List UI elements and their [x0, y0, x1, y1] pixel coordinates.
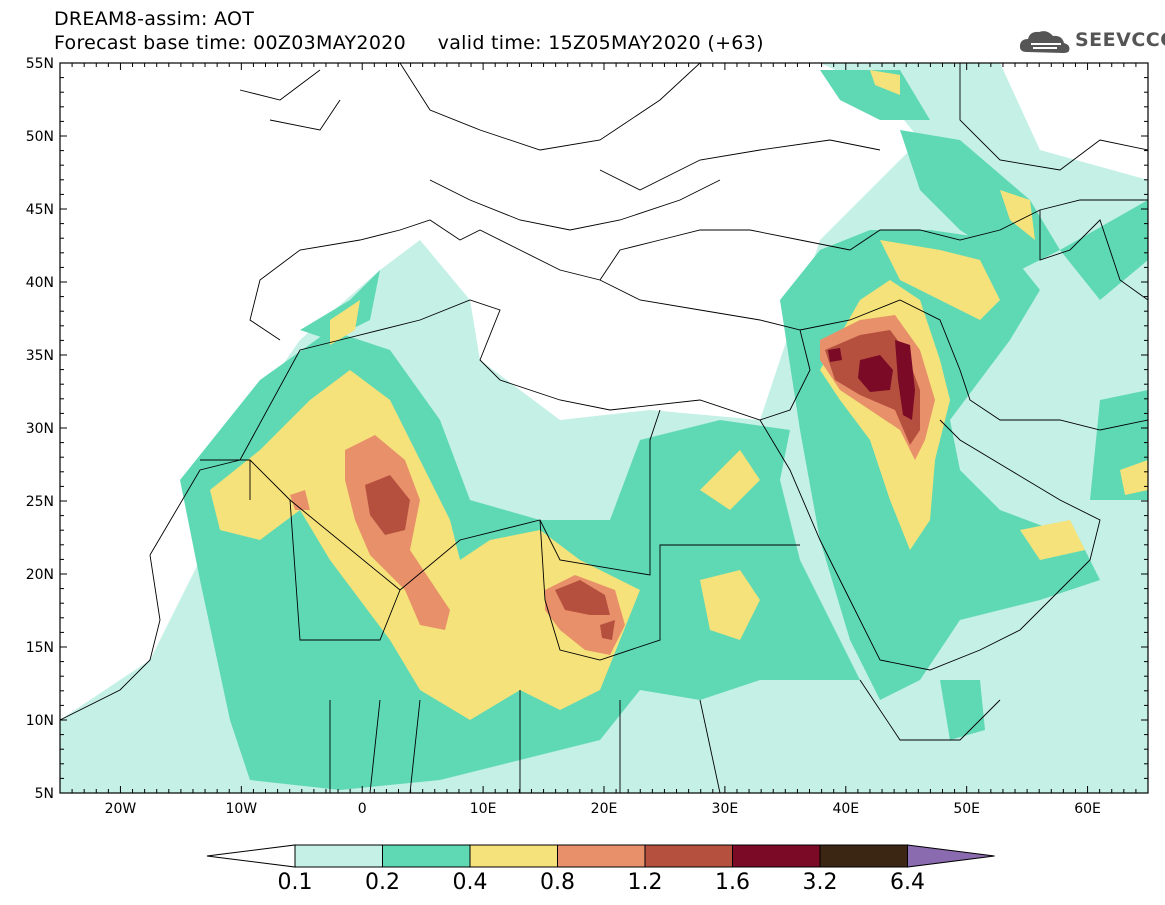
colorbar-label: 3.2	[802, 870, 838, 895]
lon-label: 10E	[470, 801, 497, 817]
colorbar-low-arrow	[206, 844, 296, 868]
lat-label: 20N	[26, 567, 54, 583]
lat-label: 40N	[26, 275, 54, 291]
lat-label: 50N	[26, 129, 54, 145]
colorbar-segment	[732, 844, 821, 868]
colorbar-label: 1.2	[627, 870, 663, 895]
colorbar-segment	[294, 844, 383, 868]
colorbar-label: 0.4	[452, 870, 488, 895]
lat-label: 10N	[26, 713, 54, 729]
colorbar-segment	[819, 844, 908, 868]
colorbar-segment	[469, 844, 558, 868]
lon-label: 50E	[953, 801, 980, 817]
lat-label: 35N	[26, 348, 54, 364]
lat-label: 25N	[26, 494, 54, 510]
lon-label: 40E	[832, 801, 859, 817]
forecast-time-subtitle: Forecast base time: 00Z03MAY2020 valid t…	[54, 32, 764, 54]
colorbar-label: 6.4	[890, 870, 925, 895]
lon-axis: 20W 10W 0 10E 20E 30E 40E 50E 60E	[105, 801, 1101, 817]
colorbar-segment	[382, 844, 471, 868]
colorbar-high-arrow	[907, 844, 995, 868]
logo-text: SEEVCCC	[1075, 29, 1165, 51]
colorbar-segment	[644, 844, 733, 868]
lat-ticks	[60, 62, 1148, 794]
lat-axis: 55N 50N 45N 40N 35N 30N 25N 20N 15N 10N 5N	[26, 56, 54, 802]
lon-label: 30E	[712, 801, 739, 817]
lon-ticks	[71, 63, 1137, 793]
lon-label: 0	[358, 801, 367, 817]
lon-label: 10W	[225, 801, 257, 817]
lon-label: 20E	[591, 801, 618, 817]
aot-contours	[60, 63, 1148, 793]
chart-title: DREAM8-assim: AOT	[54, 8, 255, 30]
lon-label: 20W	[105, 801, 137, 817]
lat-label: 55N	[26, 56, 54, 72]
colorbar	[206, 844, 995, 868]
colorbar-label: 0.8	[540, 870, 575, 895]
lat-label: 15N	[26, 640, 54, 656]
lat-label: 30N	[26, 421, 54, 437]
colorbar-label: 1.6	[715, 870, 750, 895]
colorbar-segment	[557, 844, 646, 868]
cloud-icon	[1019, 31, 1070, 53]
colorbar-label: 0.2	[365, 870, 400, 895]
lat-label: 5N	[35, 786, 54, 802]
lon-label: 60E	[1074, 801, 1101, 817]
country-borders	[60, 63, 1148, 793]
colorbar-label: 0.1	[277, 870, 313, 895]
lat-label: 45N	[26, 202, 54, 218]
